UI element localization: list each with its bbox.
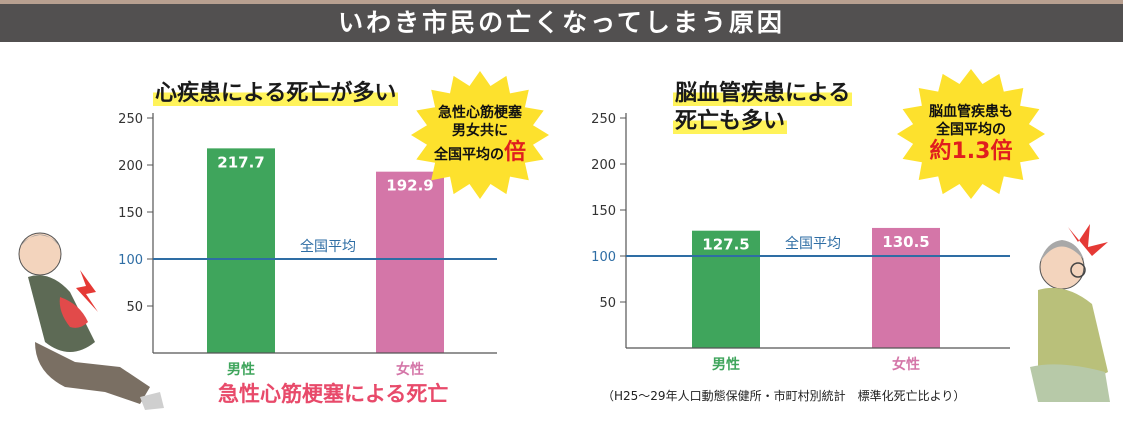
right-headline: 脳血管疾患による 死亡も多い bbox=[673, 80, 853, 136]
left-burst-line3: 全国平均の bbox=[433, 147, 504, 163]
right-burst-line2: 全国平均の bbox=[936, 122, 1006, 138]
y-tick-label: 200 bbox=[118, 159, 143, 174]
chart-left: 50 100 150 200 250 217.7 男性 192.9 女性 全国平均 bbox=[18, 112, 497, 410]
left-burst-line1: 急性心筋梗塞 bbox=[438, 105, 522, 121]
y-tick-label: 200 bbox=[591, 158, 616, 173]
man-illustration bbox=[18, 232, 164, 410]
right-burst-text: 脳血管疾患も 全国平均の 約1.3倍 bbox=[896, 68, 1046, 200]
y-tick-label: 250 bbox=[118, 112, 143, 127]
right-panel: 50 100 150 200 250 127.5 男性 130.5 女性 全国平均 脳血管疾患によ… bbox=[560, 42, 1123, 422]
top-strip bbox=[0, 0, 1123, 4]
left-burst-emphasis: 倍 bbox=[503, 140, 526, 165]
right-burst-emphasis: 約1.3倍 bbox=[929, 139, 1013, 164]
right-burst: 脳血管疾患も 全国平均の 約1.3倍 bbox=[896, 68, 1046, 200]
y-tick-label: 50 bbox=[126, 300, 143, 315]
left-burst-text: 急性心筋梗塞 男女共に 全国平均の倍 bbox=[410, 70, 550, 200]
y-tick-label: 250 bbox=[591, 112, 616, 127]
source-note: （H25〜29年人口動態保健所・市町村別統計 標準化死亡比より） bbox=[602, 389, 966, 403]
burst-shape-icon bbox=[897, 69, 1045, 199]
bar bbox=[376, 171, 444, 353]
reference-label: 全国平均 bbox=[300, 238, 356, 255]
right-headline-line2: 死亡も多い bbox=[673, 109, 788, 134]
category-label: 男性 bbox=[227, 361, 255, 378]
data-label: 130.5 bbox=[882, 233, 929, 251]
y-tick-label: 100 bbox=[591, 250, 616, 265]
right-burst-line1: 脳血管疾患も bbox=[929, 104, 1013, 120]
category-label: 男性 bbox=[712, 356, 740, 373]
data-label: 192.9 bbox=[386, 177, 433, 195]
y-tick-label: 50 bbox=[599, 296, 616, 311]
data-label: 217.7 bbox=[217, 153, 264, 171]
right-headline-line1: 脳血管疾患による bbox=[673, 81, 853, 106]
left-burst: 急性心筋梗塞 男女共に 全国平均の倍 bbox=[410, 70, 550, 200]
data-label: 127.5 bbox=[702, 236, 749, 254]
left-headline: 心疾患による死亡が多い bbox=[153, 80, 399, 108]
y-tick-label: 150 bbox=[118, 206, 143, 221]
left-panel: 50 100 150 200 250 217.7 男性 192.9 女性 全国平均 心疾患による死… bbox=[0, 42, 560, 422]
reference-label: 全国平均 bbox=[785, 235, 841, 252]
left-burst-line2: 男女共に bbox=[452, 123, 508, 139]
bar bbox=[692, 230, 760, 348]
bar bbox=[207, 148, 275, 353]
chart-right: 50 100 150 200 250 127.5 男性 130.5 女性 全国平均 bbox=[591, 112, 1110, 402]
bar bbox=[872, 227, 940, 348]
y-tick-label: 150 bbox=[591, 204, 616, 219]
y-tick-label: 100 bbox=[118, 253, 143, 268]
woman-illustration bbox=[1030, 224, 1110, 402]
left-caption: 急性心筋梗塞による死亡 bbox=[218, 382, 449, 406]
page-title: いわき市民の亡くなってしまう原因 bbox=[0, 4, 1123, 42]
category-label: 女性 bbox=[892, 356, 920, 373]
category-label: 女性 bbox=[396, 361, 424, 378]
left-headline-text: 心疾患による死亡が多い bbox=[153, 81, 399, 106]
burst-shape-icon bbox=[411, 71, 549, 199]
